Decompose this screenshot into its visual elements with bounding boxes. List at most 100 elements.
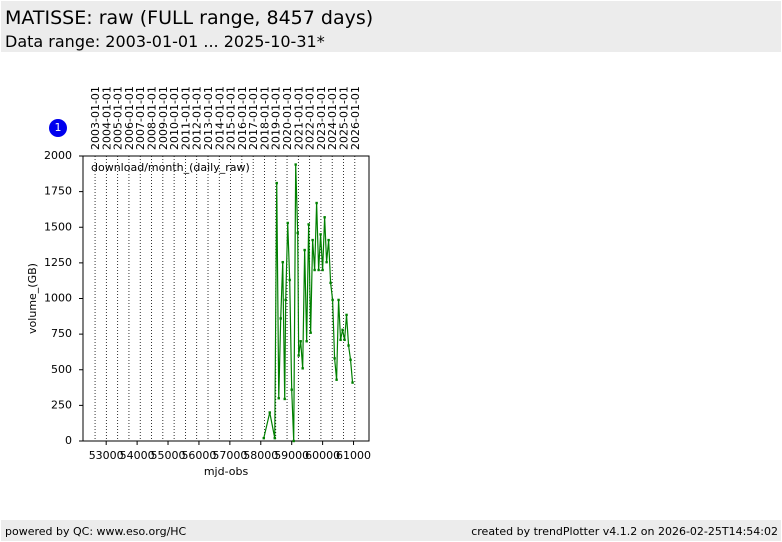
year-label: 2014-01-01	[213, 86, 226, 150]
year-label: 2006-01-01	[123, 86, 136, 150]
data-point	[277, 397, 280, 400]
x-tick-label: 56000	[181, 449, 216, 462]
data-point	[275, 181, 278, 185]
data-point	[341, 328, 344, 332]
year-label: 2025-01-01	[338, 86, 351, 150]
year-label: 2018-01-01	[258, 86, 271, 150]
y-tick-label: 0	[65, 434, 72, 447]
data-point	[292, 439, 295, 443]
data-point	[351, 381, 354, 384]
data-line	[263, 164, 354, 442]
year-label: 2021-01-01	[292, 86, 305, 150]
data-point	[325, 260, 328, 264]
x-tick-label: 59000	[274, 449, 309, 462]
year-label: 2009-01-01	[157, 86, 170, 150]
y-tick-label: 1250	[44, 256, 72, 269]
data-point	[301, 367, 304, 370]
data-point	[315, 201, 318, 205]
plot-frame	[82, 155, 370, 442]
y-tick-label: 1750	[44, 185, 72, 198]
year-label: 2005-01-01	[112, 86, 125, 150]
y-tick-label: 250	[51, 398, 72, 411]
year-label: 2016-01-01	[236, 86, 249, 150]
subtitle: Data range: 2003-01-01 ... 2025-10-31*	[5, 32, 325, 51]
data-point	[329, 281, 332, 285]
data-point	[283, 397, 286, 401]
year-label: 2004-01-01	[100, 86, 113, 150]
data-point	[339, 338, 342, 342]
x-tick-label: 57000	[212, 449, 247, 462]
data-point	[294, 163, 297, 166]
data-point	[313, 268, 316, 272]
y-tick-label: 500	[51, 363, 72, 376]
data-point	[286, 221, 289, 225]
year-label: 2024-01-01	[326, 86, 339, 150]
y-tick-label: 750	[51, 327, 72, 340]
x-tick-label: 61000	[336, 449, 371, 462]
year-label: 2026-01-01	[349, 86, 362, 150]
title: MATISSE: raw (FULL range, 8457 days)	[5, 7, 374, 29]
data-point	[296, 231, 299, 235]
y-tick-label: 2000	[44, 149, 72, 162]
annotation: download/month_(daily_raw)	[91, 161, 250, 174]
data-point	[290, 388, 293, 391]
data-point	[327, 238, 330, 242]
data-point	[303, 248, 306, 252]
data-point	[309, 331, 312, 334]
data-point	[284, 298, 287, 302]
data-point	[337, 298, 340, 302]
chart: 1 2003-01-012004-01-012005-01-012006-01-…	[26, 86, 371, 478]
data-point	[311, 238, 314, 242]
data-point	[349, 358, 352, 361]
year-label: 2011-01-01	[179, 86, 192, 150]
data-point	[347, 344, 350, 347]
data-point	[273, 436, 276, 440]
data-point	[345, 313, 348, 317]
data-point	[297, 354, 300, 357]
data-point	[321, 268, 324, 272]
year-label: 2013-01-01	[202, 86, 215, 150]
year-label: 2010-01-01	[168, 86, 181, 150]
year-label: 2023-01-01	[315, 86, 328, 150]
year-label: 2012-01-01	[191, 86, 204, 150]
data-point	[305, 340, 308, 343]
year-label: 2015-01-01	[225, 86, 238, 150]
year-label: 2019-01-01	[270, 86, 283, 150]
year-label: 2017-01-01	[247, 86, 260, 150]
panel-badge-label: 1	[55, 121, 62, 134]
x-tick-label: 60000	[305, 449, 340, 462]
footer: powered by QC: www.eso.org/HC created by…	[1, 520, 781, 541]
year-label: 2022-01-01	[304, 86, 317, 150]
y-tick-label: 1000	[44, 292, 72, 305]
year-label: 2007-01-01	[134, 86, 147, 150]
data-point	[343, 338, 346, 342]
x-tick-label: 55000	[151, 449, 186, 462]
data-point	[279, 317, 282, 320]
data-point	[307, 223, 310, 226]
data-point	[331, 298, 334, 302]
data-point	[288, 278, 291, 282]
footer-timestamp: created by trendPlotter v4.1.2 on 2026-0…	[471, 525, 778, 538]
panel-badge	[49, 119, 67, 137]
y-tick-label: 1500	[44, 220, 72, 233]
data-point	[268, 411, 271, 414]
year-label: 2003-01-01	[89, 86, 102, 150]
footer-credit: powered by QC: www.eso.org/HC	[5, 525, 187, 538]
year-label: 2020-01-01	[281, 86, 294, 150]
x-tick-label: 54000	[120, 449, 155, 462]
header: MATISSE: raw (FULL range, 8457 days) Dat…	[1, 1, 781, 52]
data-point	[333, 357, 336, 360]
data-point	[262, 436, 265, 440]
data-point	[323, 216, 326, 219]
data-point	[281, 260, 284, 264]
year-label: 2008-01-01	[146, 86, 159, 150]
data-point	[317, 268, 320, 272]
data-point	[319, 233, 322, 236]
y-axis-label: volume_(GB)	[26, 263, 39, 334]
data-point	[335, 378, 338, 381]
data-point	[299, 340, 302, 343]
x-tick-label: 53000	[89, 449, 124, 462]
x-tick-label: 58000	[243, 449, 278, 462]
x-axis-label: mjd-obs	[204, 465, 249, 478]
